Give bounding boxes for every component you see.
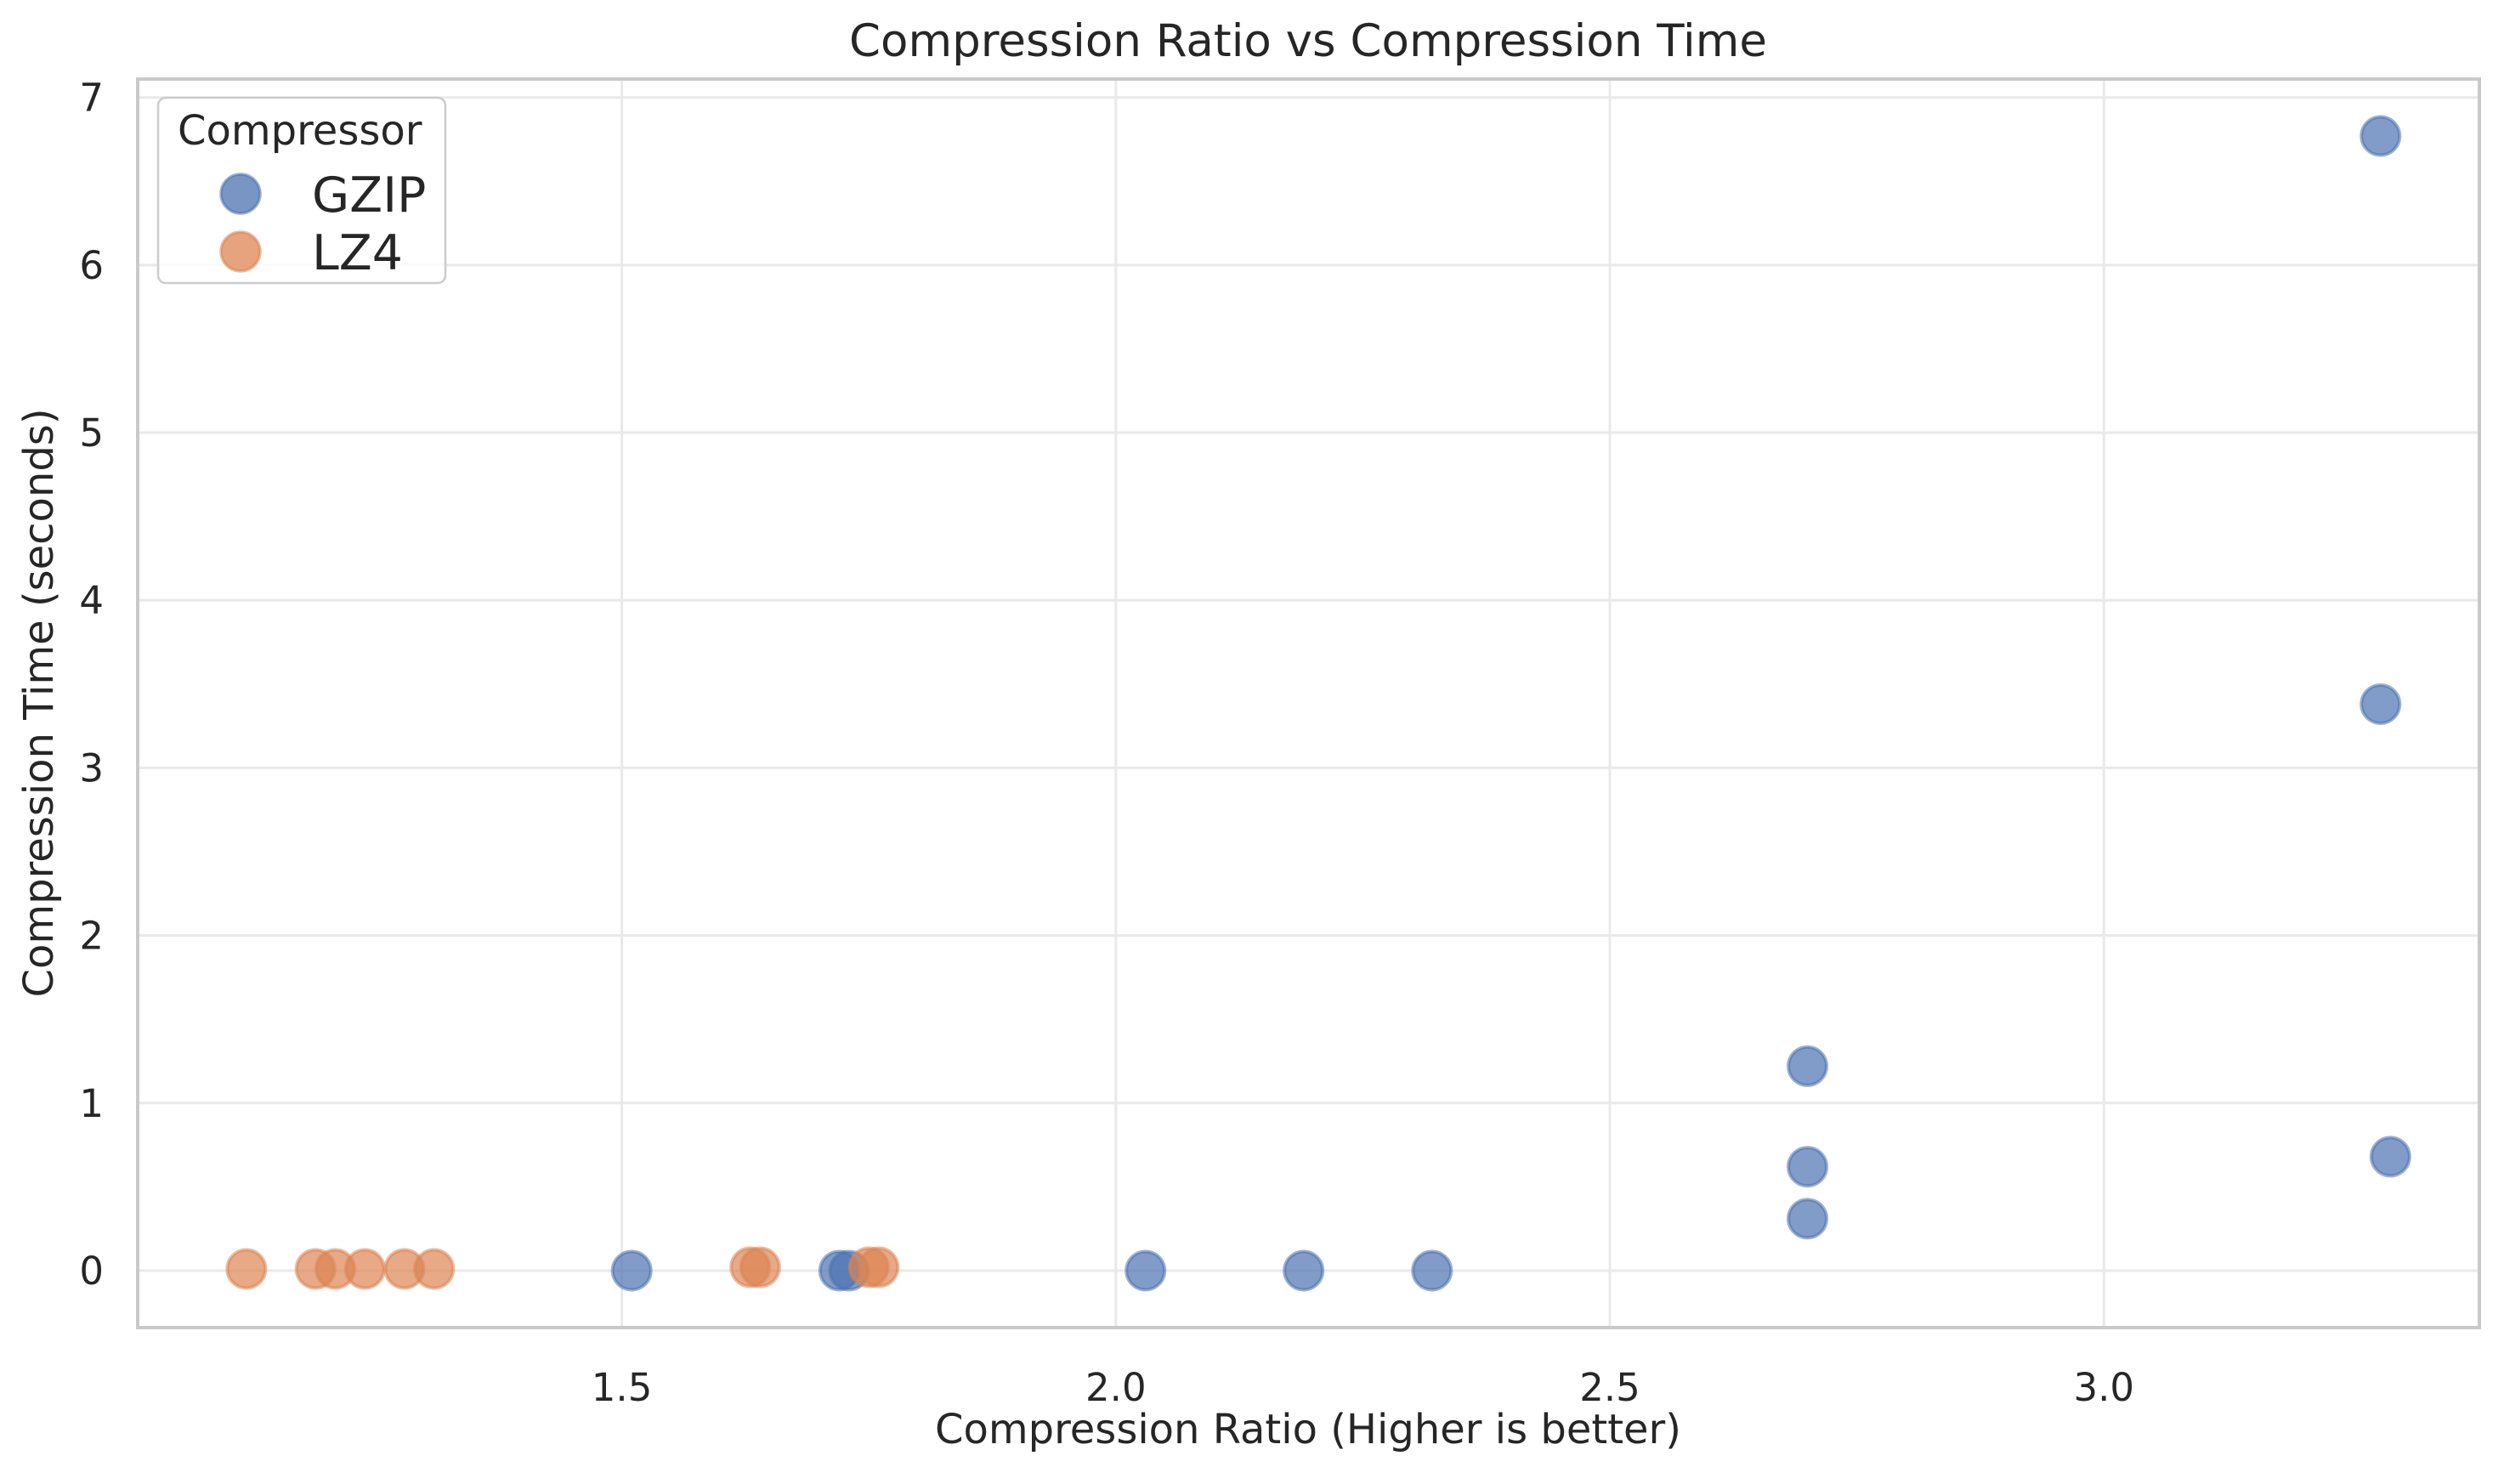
data-point-lz4 [858,1246,900,1289]
y-tick-label: 6 [79,243,104,288]
data-point-gzip [1787,1045,1829,1087]
data-point-lz4 [739,1246,781,1289]
data-point-gzip [2369,1136,2411,1178]
x-tick-label: 2.0 [1085,1365,1147,1410]
data-point-gzip [2360,115,2402,157]
legend-entry-gzip: GZIP [219,167,426,224]
gzip-marker-icon [219,173,262,215]
legend-title: Compressor [178,107,422,155]
y-tick-label: 2 [79,914,104,959]
series-lz4 [225,1246,900,1290]
y-tick-label: 4 [79,578,104,623]
plot-border [136,77,2481,1329]
data-point-gzip [1125,1249,1167,1292]
data-point-lz4 [413,1248,456,1290]
data-point-lz4 [343,1248,386,1290]
data-point-gzip [610,1249,653,1292]
data-point-gzip [1283,1249,1325,1292]
chart-title: Compression Ratio vs Compression Time [849,15,1767,67]
x-tick-label: 1.5 [592,1365,653,1410]
legend-entry-gzip-label: GZIP [312,167,426,224]
y-tick-label: 0 [79,1249,104,1294]
y-axis-ticks: 0 1 2 3 4 5 6 7 [79,76,104,1294]
plot-area [138,79,2479,1328]
x-tick-label: 2.5 [1579,1365,1640,1410]
data-point-gzip [1411,1249,1453,1292]
gridlines [138,79,2479,1328]
data-point-gzip [1787,1198,1829,1240]
y-tick-label: 7 [79,76,104,121]
data-point-gzip [2360,683,2402,725]
x-axis-ticks: 1.5 2.0 2.5 3.0 [592,1365,2134,1410]
y-tick-label: 3 [79,745,104,790]
x-axis-label: Compression Ratio (Higher is better) [935,1406,1681,1453]
y-axis-label: Compression Time (seconds) [15,408,63,997]
x-tick-label: 3.0 [2073,1365,2134,1410]
data-point-gzip [1787,1146,1829,1188]
y-tick-label: 1 [79,1081,104,1126]
legend: Compressor GZIP LZ4 [156,96,447,285]
legend-entry-lz4-label: LZ4 [312,225,403,281]
y-tick-label: 5 [79,411,104,456]
legend-entry-lz4: LZ4 [219,225,403,281]
lz4-marker-icon [219,230,262,273]
data-point-lz4 [225,1248,268,1290]
